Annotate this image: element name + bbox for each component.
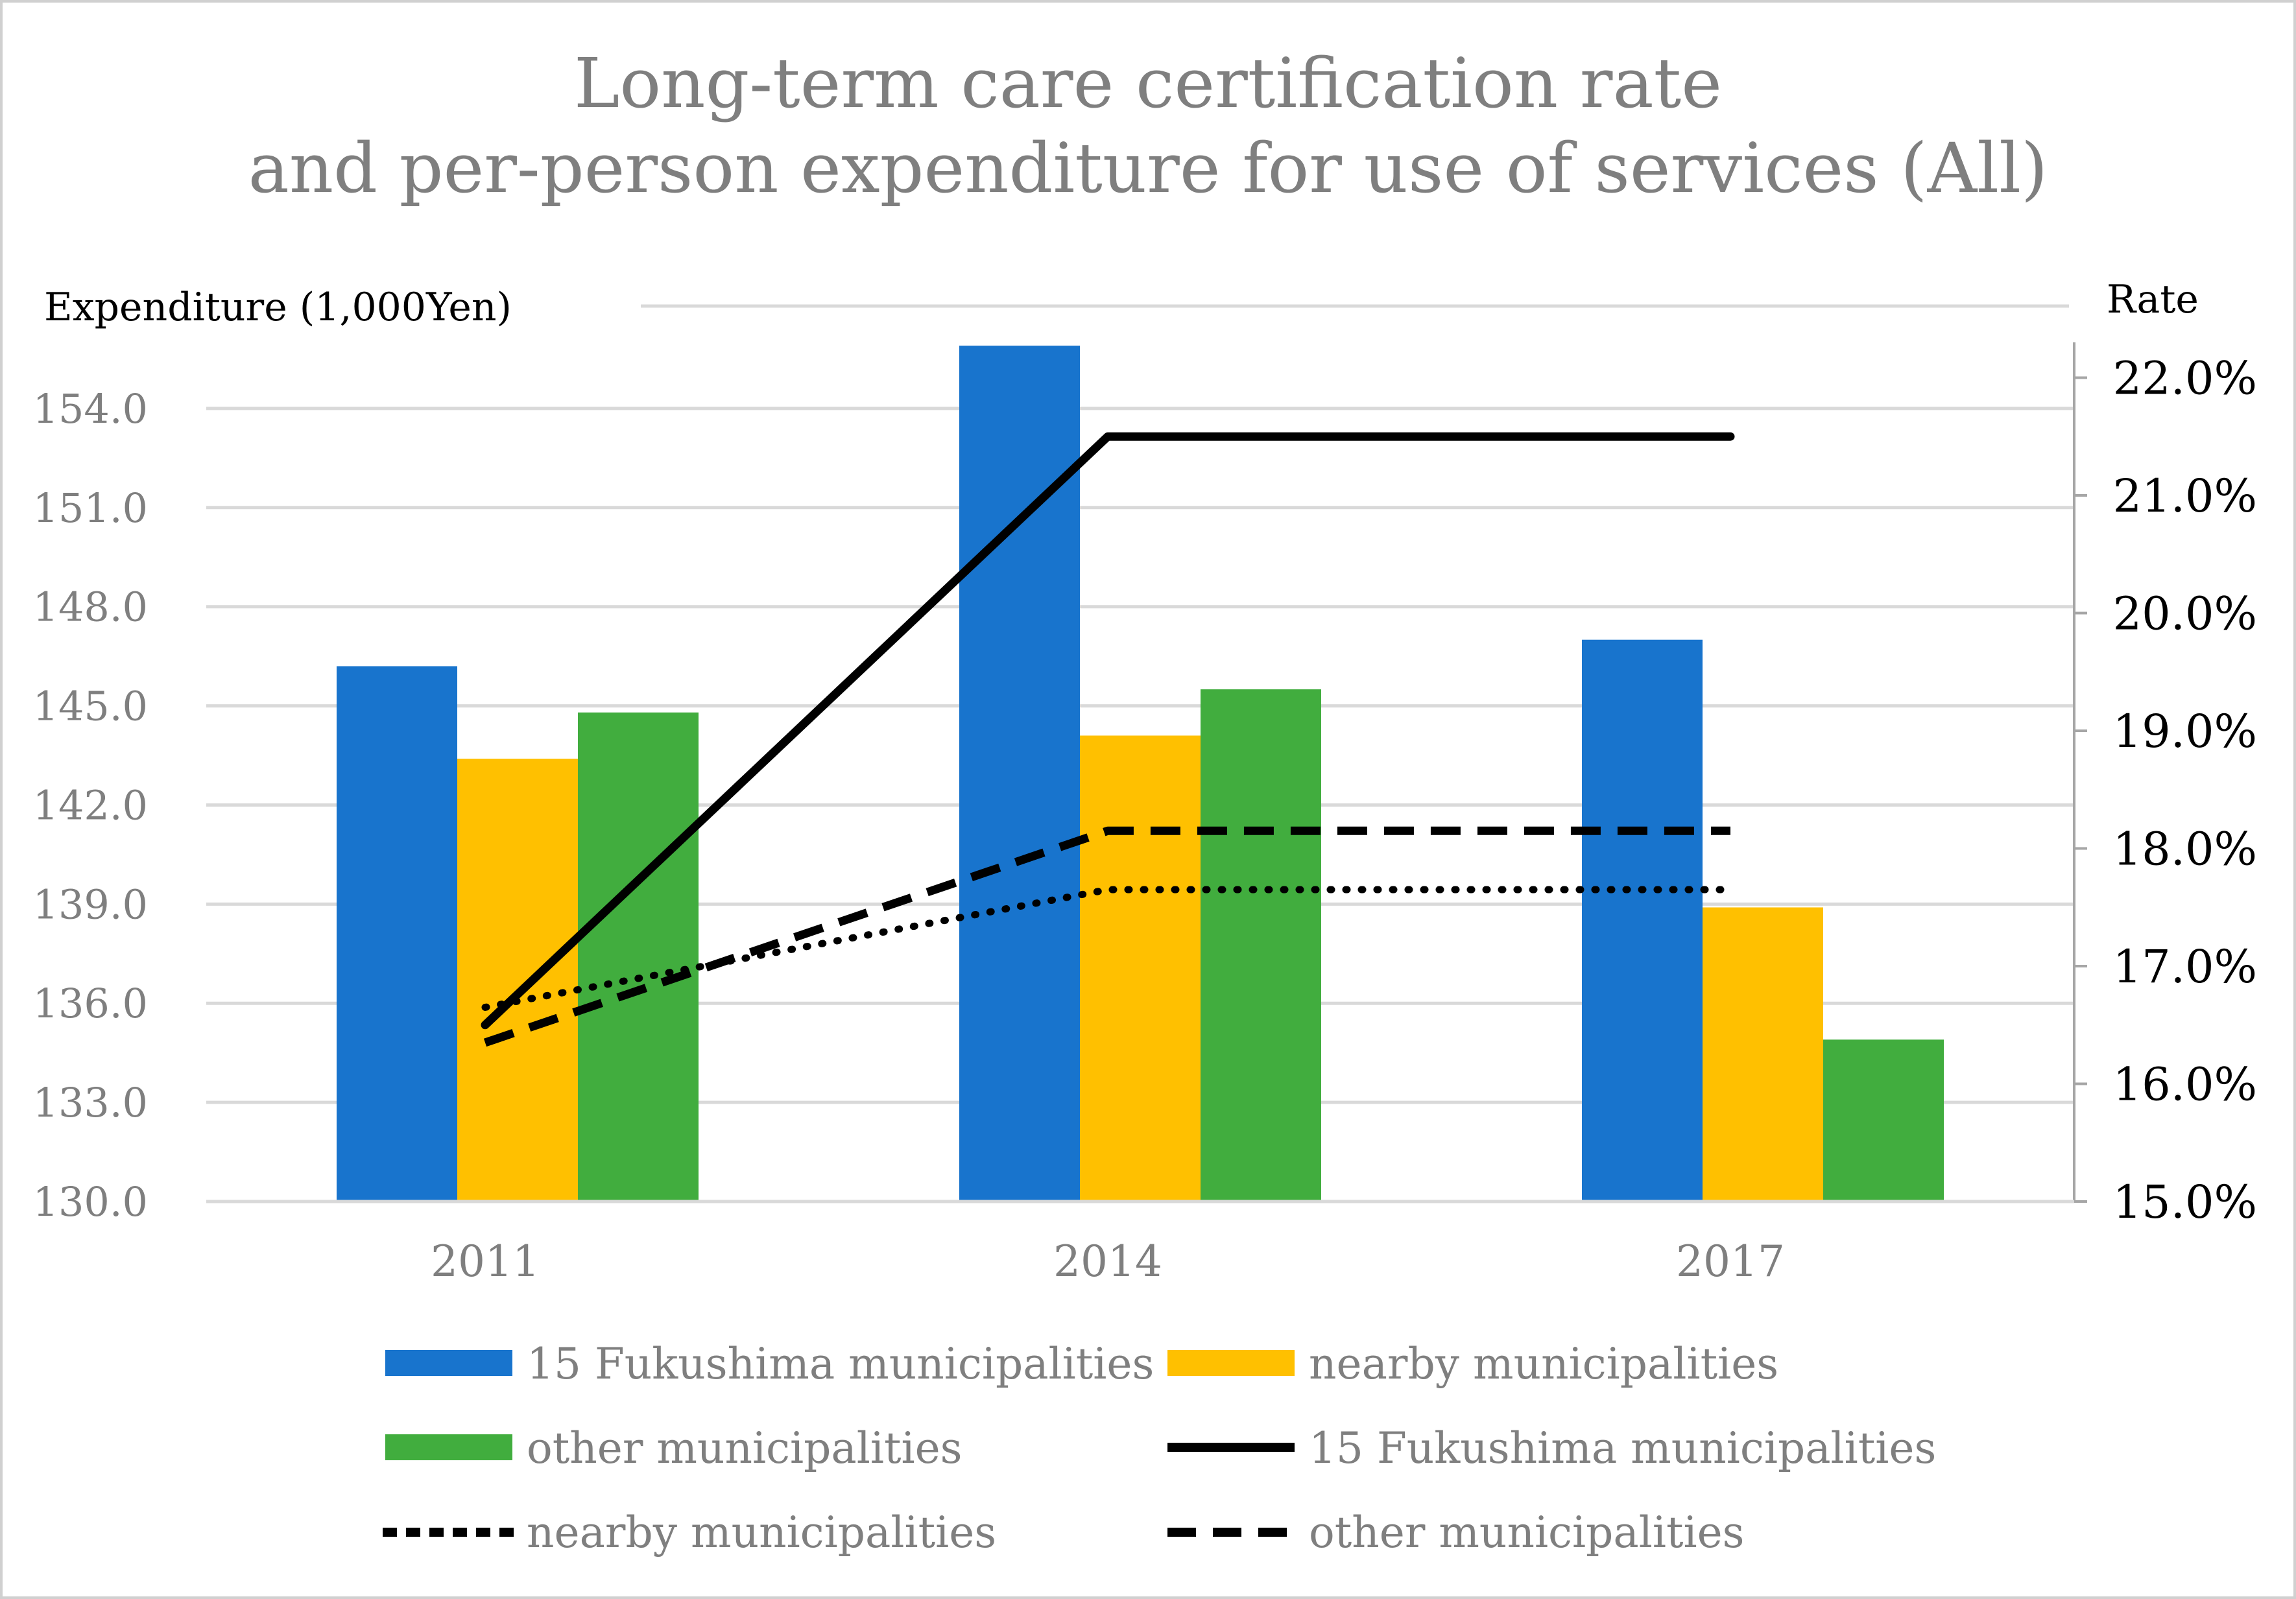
- x-tick-label: 2017: [1676, 1237, 1785, 1286]
- legend-swatch-fukushima-bar: [385, 1350, 512, 1376]
- y-tick-label-right: 17.0%: [2113, 940, 2257, 993]
- x-axis: 2011 2014 2017: [206, 1200, 2074, 1286]
- bar-2014-series-1: [1080, 735, 1201, 1202]
- legend-label-other-bar: other municipalities: [527, 1423, 963, 1473]
- line-series-solid: [481, 432, 1735, 1030]
- y-tick-label-right: 19.0%: [2113, 705, 2257, 758]
- x-tick-label: 2011: [431, 1237, 540, 1286]
- bar-2017-series-1: [1703, 907, 1823, 1202]
- bar-2011-series-2: [578, 712, 699, 1202]
- bar-2014-series-0: [959, 346, 1080, 1202]
- y-tick-label-right: 22.0%: [2113, 351, 2257, 405]
- y-tick-label-right: 16.0%: [2113, 1058, 2257, 1111]
- y-tick-label-right: 15.0%: [2113, 1176, 2257, 1229]
- y-tick-label-left: 154.0: [33, 385, 149, 432]
- chart-title-line-1: Long-term care certification rate: [574, 43, 1722, 123]
- chart-title-line-2: and per-person expenditure for use of se…: [248, 128, 2048, 208]
- legend-swatch-other-bar: [385, 1434, 512, 1460]
- legend-swatch-nearby-bar: [1167, 1350, 1295, 1376]
- bars: [337, 346, 1944, 1202]
- y-tick-label-right: 18.0%: [2113, 822, 2257, 875]
- legend-label-fukushima-line: 15 Fukushima municipalities: [1309, 1423, 1936, 1473]
- bar-2011-series-1: [457, 759, 578, 1202]
- legend: 15 Fukushima municipalities nearby munic…: [383, 1339, 1936, 1558]
- bar-2017-series-2: [1823, 1039, 1944, 1202]
- y-tick-label-left: 136.0: [33, 980, 149, 1027]
- x-tick-label: 2014: [1053, 1237, 1162, 1286]
- y-tick-label-left: 133.0: [33, 1079, 149, 1126]
- y-axis-right: 15.0% 16.0% 17.0% 18.0% 19.0% 20.0% 21.0% 22.0%: [2073, 342, 2257, 1229]
- y-tick-label-left: 139.0: [33, 881, 149, 928]
- y-tick-label-left: 130.0: [33, 1178, 149, 1226]
- bar-2011-series-0: [337, 666, 457, 1202]
- y-tick-label-left: 148.0: [33, 584, 149, 631]
- legend-label-nearby-line: nearby municipalities: [527, 1508, 996, 1558]
- y-tick-label-left: 142.0: [33, 781, 149, 829]
- y-tick-label-right: 20.0%: [2113, 587, 2257, 640]
- y-tick-label-right: 21.0%: [2113, 469, 2257, 523]
- lines: [481, 432, 1735, 1047]
- y-axis-title-left: Expenditure (1,000Yen): [44, 285, 512, 330]
- y-tick-label-left: 151.0: [33, 484, 149, 532]
- y-tick-label-left: 145.0: [33, 683, 149, 730]
- bar-2014-series-2: [1201, 689, 1321, 1202]
- bar-2017-series-0: [1582, 639, 1703, 1202]
- y-axis-title-right: Rate: [2107, 277, 2199, 322]
- legend-label-other-line: other municipalities: [1309, 1508, 1745, 1558]
- legend-label-nearby-bar: nearby municipalities: [1309, 1339, 1778, 1389]
- line-series-dashed: [483, 826, 1730, 1047]
- legend-label-fukushima-bar: 15 Fukushima municipalities: [527, 1339, 1154, 1389]
- y-axis-left: 130.0 133.0 136.0 139.0 142.0 145.0 148.0 151.0…: [33, 385, 149, 1226]
